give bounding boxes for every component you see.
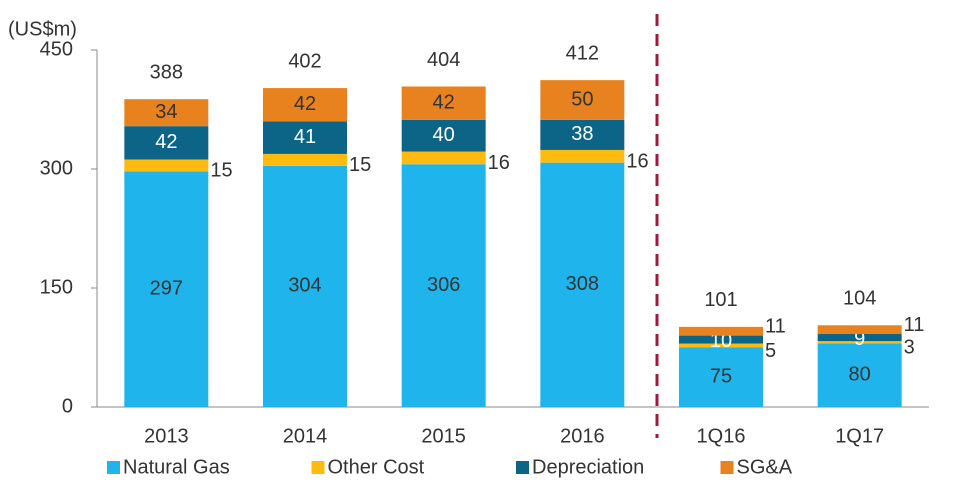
legend-label: Other Cost: [328, 456, 425, 478]
value-label: 5: [765, 340, 776, 362]
total-label: 404: [427, 49, 460, 71]
value-label: 308: [566, 273, 599, 295]
bar-segment: [817, 325, 902, 335]
value-label: 3: [904, 337, 915, 359]
x-tick-label: 2015: [421, 425, 466, 447]
y-tick-label: 450: [40, 38, 73, 60]
legend-swatch: [720, 461, 734, 474]
bar-segment: [401, 119, 486, 152]
x-tick-label: 1Q17: [835, 425, 884, 447]
bar-segment: [540, 80, 625, 120]
bar-segment: [401, 86, 486, 120]
bar-segment: [540, 119, 625, 150]
y-axis-label: (US$m): [8, 18, 77, 40]
value-label: 16: [488, 152, 510, 174]
bar-segment: [401, 164, 486, 407]
value-label: 75: [710, 366, 732, 388]
value-label: 15: [349, 154, 371, 176]
bar-segment: [817, 334, 902, 342]
value-label: 297: [150, 277, 183, 299]
x-tick-label: 1Q16: [697, 425, 746, 447]
legend-label: Natural Gas: [123, 456, 230, 478]
value-label: 304: [288, 275, 321, 297]
x-tick-label: 2013: [144, 425, 189, 447]
bar-segment: [401, 151, 486, 165]
bar-segment: [124, 126, 209, 160]
bar-segment: [263, 153, 347, 166]
bar-segment: [263, 121, 347, 154]
value-label: 38: [571, 123, 593, 145]
bar-segment: [679, 343, 763, 348]
x-tick-label: 2016: [560, 425, 605, 447]
bar-segment: [124, 171, 209, 407]
bar-segment: [679, 347, 763, 407]
bar-segment: [124, 159, 209, 172]
total-label: 412: [566, 42, 599, 64]
total-label: 388: [150, 61, 183, 83]
bar-segment: [679, 326, 763, 336]
x-tick-label: 2014: [283, 425, 328, 447]
bar-segment: [124, 99, 209, 127]
value-label: 42: [294, 93, 316, 115]
legend-swatch: [311, 461, 325, 474]
y-tick-label: 0: [62, 395, 73, 417]
bar-segment: [263, 88, 347, 122]
value-label: 11: [765, 316, 786, 338]
value-label: 11: [904, 314, 925, 336]
total-label: 101: [704, 289, 737, 311]
value-label: 41: [294, 126, 316, 148]
value-label: 42: [433, 91, 455, 113]
legend-swatch: [107, 461, 120, 474]
legend-swatch: [516, 461, 529, 474]
total-label: 402: [288, 50, 321, 72]
legend-label: Depreciation: [532, 456, 644, 478]
value-label: 16: [626, 151, 648, 173]
y-tick-label: 300: [40, 157, 73, 179]
value-label: 15: [210, 160, 232, 182]
value-label: 9: [854, 328, 865, 350]
bar-segment: [540, 162, 625, 407]
bar-segment: [679, 335, 763, 344]
bar-segment: [817, 343, 902, 407]
value-label: 306: [427, 274, 460, 296]
value-label: 50: [571, 88, 593, 110]
total-label: 104: [843, 288, 876, 310]
value-label: 34: [155, 101, 177, 123]
value-label: 42: [155, 131, 177, 153]
bar-segment: [540, 149, 625, 163]
value-label: 80: [849, 364, 871, 386]
y-tick-label: 150: [40, 276, 73, 298]
bar-segment: [817, 341, 902, 344]
value-label: 40: [433, 124, 455, 146]
bar-segment: [263, 165, 347, 407]
legend-label: SG&A: [737, 456, 793, 478]
